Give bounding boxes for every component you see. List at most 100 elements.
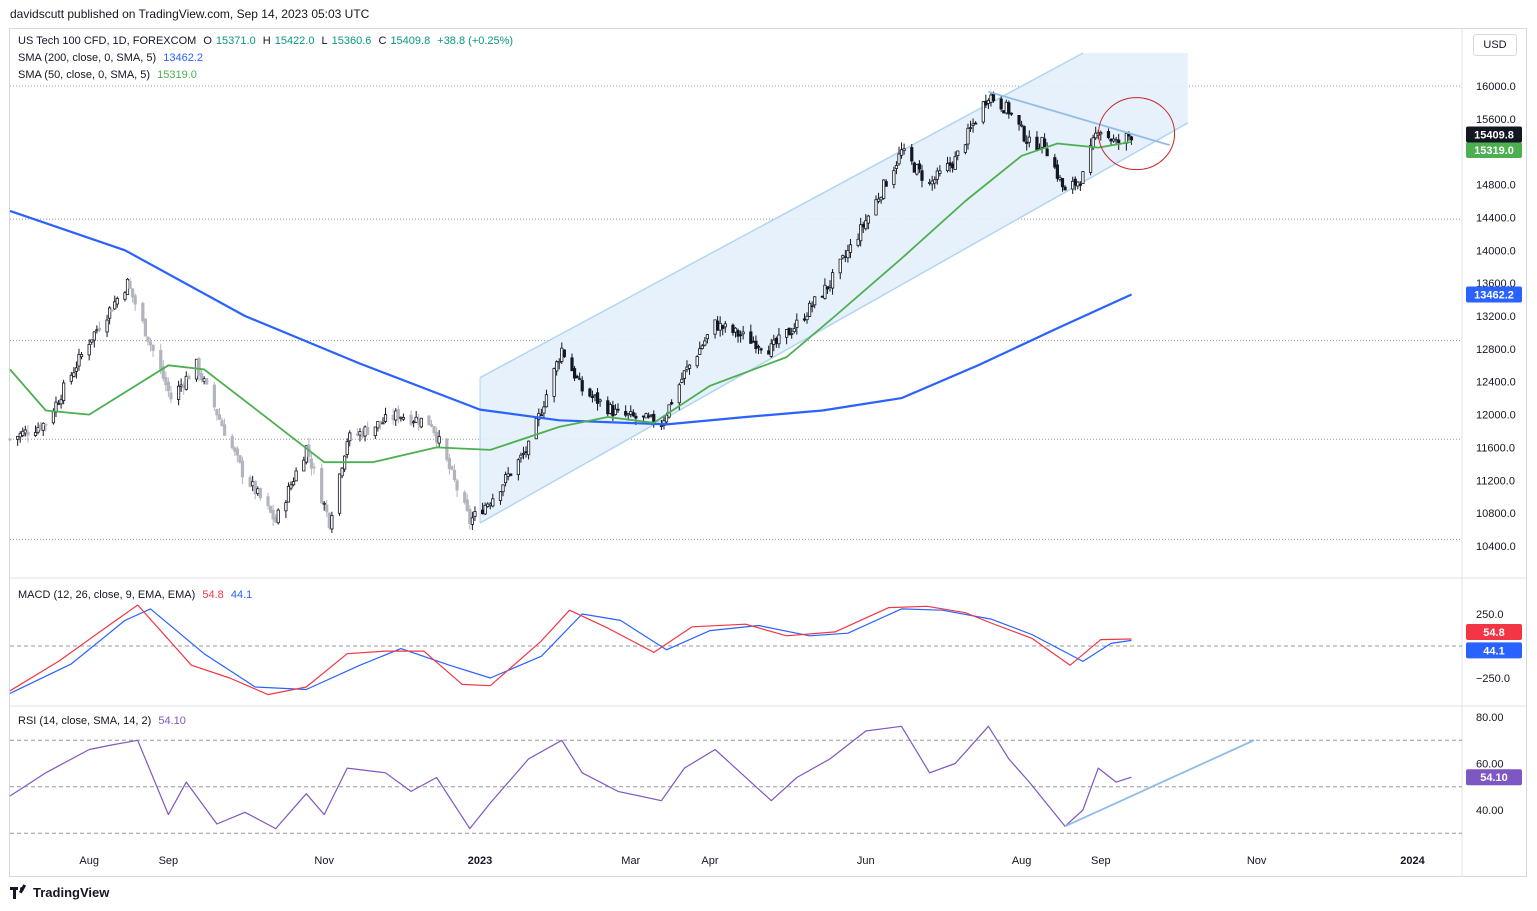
signal-value-badge-bg bbox=[1466, 642, 1522, 659]
sma200-price-badge: 13462.2 bbox=[1474, 289, 1514, 301]
rsi-legend-value: 54.10 bbox=[158, 715, 186, 727]
candle-body bbox=[62, 382, 66, 402]
candle-body bbox=[795, 319, 799, 328]
candle-body bbox=[981, 101, 985, 123]
tradingview-footer[interactable]: TradingView bbox=[10, 883, 109, 900]
candle-body bbox=[938, 170, 942, 174]
candle-body bbox=[455, 480, 459, 491]
candle-body bbox=[302, 459, 306, 472]
candle-body bbox=[859, 224, 863, 242]
price-tick-label: 13200.0 bbox=[1476, 311, 1516, 323]
candle-body bbox=[90, 339, 94, 343]
ohlc-close: C 15409.8 bbox=[378, 35, 430, 47]
macd-signal-line bbox=[9, 608, 1132, 694]
candle-body bbox=[1002, 110, 1006, 114]
candle-body bbox=[509, 473, 513, 476]
candle-body bbox=[971, 123, 975, 126]
candle-body bbox=[705, 334, 709, 340]
candle-body bbox=[892, 170, 896, 185]
price-tick-label: 15600.0 bbox=[1476, 114, 1516, 126]
time-tick-label: Aug bbox=[79, 855, 99, 867]
publisher-line: davidscutt published on TradingView.com,… bbox=[10, 7, 370, 21]
candle-body bbox=[846, 250, 850, 259]
candle-body bbox=[470, 517, 474, 525]
macd-legend[interactable]: MACD (12, 26, close, 9, EMA, EMA) 54.8 4… bbox=[18, 589, 256, 601]
candle-body bbox=[864, 220, 868, 230]
candle-body bbox=[128, 280, 132, 289]
candle-body bbox=[141, 302, 145, 322]
time-tick-label: Mar bbox=[621, 855, 640, 867]
candle-body bbox=[373, 426, 377, 437]
candle-body bbox=[616, 408, 620, 411]
candle-body bbox=[235, 448, 239, 456]
candle-body bbox=[956, 150, 960, 156]
candle-body bbox=[935, 170, 939, 180]
candle-body bbox=[233, 447, 237, 452]
candle-body bbox=[649, 414, 653, 417]
candle-body bbox=[787, 327, 791, 336]
candle-body bbox=[756, 345, 761, 348]
candle-body bbox=[33, 432, 38, 436]
candle-body bbox=[108, 307, 112, 319]
macd-tick-label: 250.0 bbox=[1476, 609, 1504, 621]
candle-body bbox=[641, 415, 646, 418]
candle-body bbox=[882, 179, 886, 199]
candle-body bbox=[774, 338, 778, 344]
candle-body bbox=[125, 278, 130, 295]
candle-body bbox=[177, 385, 181, 400]
candle-body bbox=[777, 334, 781, 345]
candle-body bbox=[749, 331, 753, 344]
candle-body bbox=[97, 327, 102, 331]
candle-body bbox=[1007, 102, 1011, 115]
candle-body bbox=[450, 466, 454, 470]
candle-body bbox=[598, 399, 602, 402]
candle-body bbox=[480, 509, 485, 515]
candle-body bbox=[320, 468, 324, 504]
candle-body bbox=[248, 477, 252, 487]
candle-body bbox=[1017, 115, 1021, 125]
rsi-value-badge: 54.10 bbox=[1480, 772, 1508, 784]
candle-body bbox=[813, 296, 817, 306]
candle-body bbox=[348, 432, 352, 442]
candle-body bbox=[164, 376, 168, 386]
rsi-label: RSI (14, close, SMA, 14, 2) bbox=[18, 715, 152, 727]
sma200-legend[interactable]: SMA (200, close, 0, SMA, 5) 13462.2 bbox=[18, 52, 207, 64]
candle-body bbox=[516, 459, 520, 476]
candle-body bbox=[593, 394, 597, 397]
candle-body bbox=[322, 502, 326, 505]
candle-body bbox=[948, 162, 952, 166]
price-tick-label: 10800.0 bbox=[1476, 508, 1516, 520]
candle-body bbox=[1045, 148, 1049, 157]
candle-body bbox=[751, 340, 755, 343]
candle-body bbox=[391, 414, 395, 421]
rsi-tick-label: 40.00 bbox=[1476, 805, 1504, 817]
ohlc-open-key: O bbox=[203, 35, 212, 47]
candle-body bbox=[378, 420, 383, 425]
time-tick-label: Aug bbox=[1012, 855, 1032, 867]
candle-body bbox=[830, 272, 835, 289]
time-tick-label: 2024 bbox=[1400, 855, 1425, 867]
candle-body bbox=[1114, 139, 1118, 142]
candle-body bbox=[358, 431, 362, 436]
candle-body bbox=[1053, 157, 1057, 168]
currency-button[interactable]: USD bbox=[1473, 34, 1517, 56]
candle-body bbox=[253, 480, 257, 495]
candle-body bbox=[736, 330, 740, 337]
candle-body bbox=[503, 474, 508, 484]
candle-body bbox=[866, 215, 870, 224]
candle-body bbox=[767, 350, 771, 355]
candle-body bbox=[363, 426, 367, 437]
rsi-legend[interactable]: RSI (14, close, SMA, 14, 2) 54.10 bbox=[18, 715, 190, 727]
sma50-legend[interactable]: SMA (50, close, 0, SMA, 5) 15319.0 bbox=[18, 69, 201, 81]
candle-body bbox=[105, 319, 109, 333]
candle-body bbox=[721, 325, 725, 329]
candle-body bbox=[968, 127, 973, 129]
sma50-line bbox=[9, 141, 1132, 464]
candle-body bbox=[486, 503, 490, 507]
candle-body bbox=[437, 436, 441, 444]
price-tick-label: 11200.0 bbox=[1476, 475, 1515, 487]
candle-body bbox=[284, 502, 288, 512]
candle-body bbox=[92, 331, 96, 341]
candle-body bbox=[355, 433, 360, 436]
